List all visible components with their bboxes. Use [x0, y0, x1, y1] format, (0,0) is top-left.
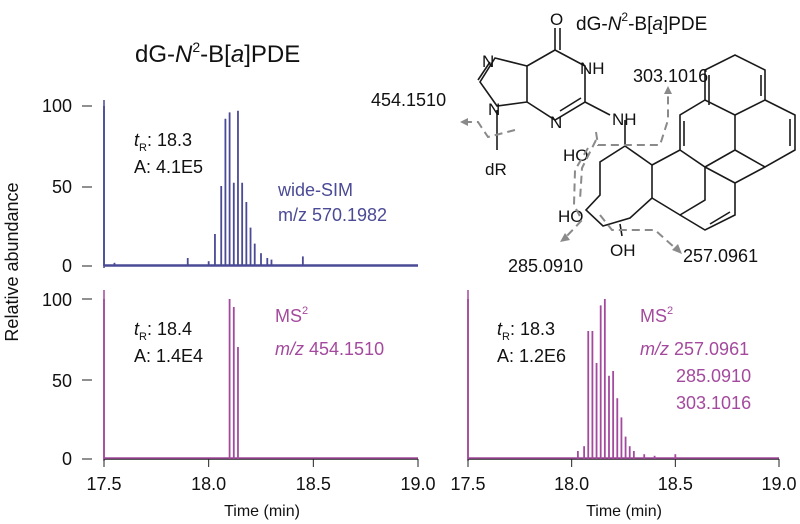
arrow-257: [599, 214, 676, 249]
xtick-label: 19.0: [761, 474, 796, 494]
xtick-label: 18.5: [658, 474, 693, 494]
bl-ytick-50: 50: [52, 371, 72, 391]
bl-ytick-0: 0: [62, 449, 72, 469]
bl-scan-label: MS2: [275, 305, 308, 326]
bottom-left-xticks: 17.5 18.0 18.5 19.0: [86, 459, 436, 494]
fragment-454: 454.1510: [371, 90, 446, 110]
br-scan-mz-3: 303.1016: [676, 393, 751, 413]
top-area-label: A: 4.1E5: [134, 157, 203, 177]
bottom-left-chart: 100 50 0 17.5 18.0 18.5 19.0 Time (min) tR:…: [42, 290, 436, 520]
top-ytick-100: 100: [42, 96, 72, 116]
atom-n3: N: [550, 113, 562, 132]
structure-title: dG-N2-B[a]PDE: [576, 10, 707, 35]
br-scan-mz: m/z 257.0961: [640, 339, 749, 359]
atom-oh: OH: [610, 241, 636, 260]
arrow-285: [564, 147, 589, 239]
atom-ho1: HO: [563, 146, 589, 165]
top-scan-mz: m/z 570.1982: [278, 205, 387, 225]
top-chart-title: dG-N2-B[a]PDE: [135, 39, 300, 68]
br-scan-label: MS2: [640, 305, 673, 326]
bottom-right-peaks: [467, 299, 779, 459]
arrow-454: [465, 121, 516, 139]
atom-dr: dR: [485, 160, 507, 179]
top-ytick-0: 0: [62, 256, 72, 276]
xtick-label: 17.5: [450, 474, 485, 494]
atom-o: O: [550, 10, 563, 29]
arrow-mid: [579, 139, 597, 201]
top-chart-peaks: [103, 106, 418, 266]
bottom-right-chart: 17.5 18.0 18.5 19.0 Time (min) tR: 18.3 A: …: [450, 290, 797, 520]
bl-scan-mz: m/z 454.1510: [275, 339, 384, 359]
xtick-label: 18.0: [191, 474, 226, 494]
structure-labels: dG-N2-B[a]PDE O N NH N N NH dR HO HO OH …: [371, 10, 758, 276]
top-chart: 100 50 0 tR: 18.3 A: 4.1E5 wide-SIM m/z …: [42, 96, 418, 276]
atom-nh1: NH: [580, 59, 605, 78]
fragment-303: 303.1016: [633, 66, 708, 86]
atom-n9: N: [488, 100, 500, 119]
arrow-303: [595, 92, 669, 146]
xtick-label: 19.0: [400, 474, 435, 494]
top-ytick-50: 50: [52, 177, 72, 197]
bl-ytick-100: 100: [42, 290, 72, 310]
br-tr-label: tR: 18.3: [497, 319, 555, 343]
atom-n7: N: [482, 52, 494, 71]
xtick-label: 18.5: [296, 474, 331, 494]
fragment-257: 257.0961: [683, 246, 758, 266]
bl-x-axis-label: Time (min): [224, 503, 300, 520]
bl-tr-label: tR: 18.4: [134, 319, 192, 343]
br-area-label: A: 1.2E6: [497, 346, 566, 366]
structure-diagram: [477, 28, 796, 237]
top-tr-label: tR: 18.3: [134, 130, 192, 154]
top-scan-label: wide-SIM: [277, 180, 353, 200]
fragment-arrows: [465, 92, 676, 249]
y-axis-label: Relative abundance: [2, 182, 22, 341]
br-scan-mz-2: 285.0910: [676, 366, 751, 386]
br-x-axis-label: Time (min): [586, 503, 662, 520]
xtick-label: 17.5: [86, 474, 121, 494]
bottom-right-xticks: 17.5 18.0 18.5 19.0: [450, 459, 797, 494]
fragment-285: 285.0910: [508, 256, 583, 276]
fragment-arrowheads: [460, 86, 682, 254]
bottom-left-peaks: [103, 299, 418, 459]
xtick-label: 18.0: [554, 474, 589, 494]
bl-area-label: A: 1.4E4: [134, 346, 203, 366]
atom-nh-link: NH: [612, 110, 637, 129]
